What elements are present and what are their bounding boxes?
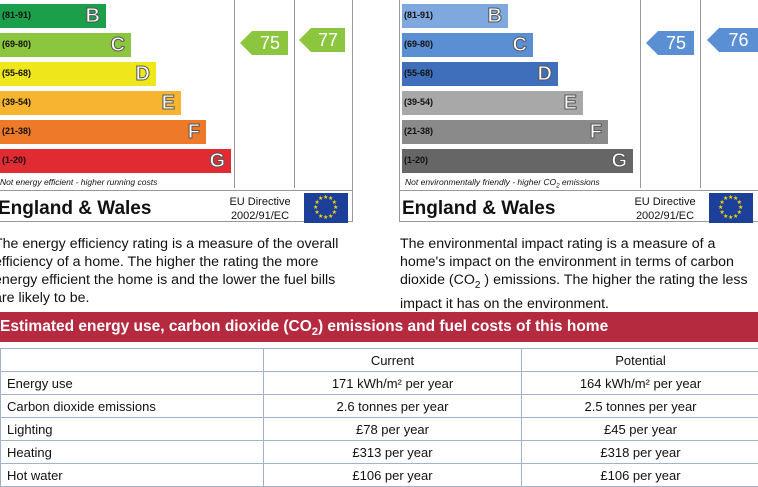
header-potential: Potential (522, 349, 758, 372)
row-potential: 2.5 tonnes per year (522, 395, 758, 418)
eu-flag-icon: ★★★★★★★★★★★★ (709, 193, 753, 223)
row-current: £78 per year (264, 418, 522, 441)
row-label: Lighting (1, 418, 264, 441)
band-letter: B (86, 5, 100, 28)
band-letter: E (162, 92, 175, 115)
band-range: (81-91) (2, 10, 31, 20)
row-current: £106 per year (264, 464, 522, 487)
row-current: 2.6 tonnes per year (264, 395, 522, 418)
row-current: 171 kWh/m² per year (264, 372, 522, 395)
band-letter: C (111, 34, 125, 57)
table-row: Heating£313 per year£318 per year (1, 441, 758, 464)
band-letter: E (564, 92, 577, 115)
band-letter: F (590, 121, 602, 144)
energy-region: England & Wales (0, 198, 151, 220)
energy-description: The energy efficiency rating is a measur… (0, 235, 344, 307)
band-letter: D (136, 63, 150, 86)
energy-divider (0, 190, 352, 191)
environment-description: The environmental impact rating is a mea… (400, 235, 758, 313)
band-range: (1-20) (2, 155, 26, 165)
header-label (1, 349, 264, 372)
row-potential: 164 kWh/m² per year (522, 372, 758, 395)
energy-footnote: Not energy efficient - higher running co… (0, 177, 157, 187)
row-label: Heating (1, 441, 264, 464)
band-range: (39-54) (404, 97, 433, 107)
environment-band-e: (39-54) E (402, 91, 583, 115)
band-range: (21-38) (2, 126, 31, 136)
environment-band-g: (1-20) G (402, 149, 633, 173)
band-range: (69-80) (2, 39, 31, 49)
row-current: £313 per year (264, 441, 522, 464)
row-label: Energy use (1, 372, 264, 395)
directive-line1: EU Directive (224, 195, 296, 209)
row-label: Hot water (1, 464, 264, 487)
environment-band-f: (21-38) F (402, 120, 608, 144)
energy-band-b: (81-91) B (0, 4, 106, 28)
band-range: (1-20) (404, 155, 428, 165)
band-range: (69-80) (404, 39, 433, 49)
band-letter: D (538, 63, 552, 86)
band-range: (81-91) (404, 10, 433, 20)
environment-footnote: Not environmentally friendly - higher CO… (405, 177, 600, 190)
table-row: Hot water£106 per year£106 per year (1, 464, 758, 487)
environment-band-d: (55-68) D (402, 62, 558, 86)
environment-region: England & Wales (402, 198, 555, 220)
table-row: Lighting£78 per year£45 per year (1, 418, 758, 441)
energy-band-f: (21-38) F (0, 120, 206, 144)
header-current: Current (264, 349, 522, 372)
band-range: (39-54) (2, 97, 31, 107)
band-letter: C (513, 34, 527, 57)
energy-band-d: (55-68) D (0, 62, 156, 86)
energy-band-g: (1-20) G (0, 149, 231, 173)
band-range: (55-68) (2, 68, 31, 78)
row-label: Carbon dioxide emissions (1, 395, 264, 418)
band-range: (55-68) (404, 68, 433, 78)
eu-flag-icon: ★★★★★★★★★★★★ (304, 193, 348, 223)
row-potential: £45 per year (522, 418, 758, 441)
energy-band-c: (69-80) C (0, 33, 131, 57)
band-letter: G (611, 150, 627, 173)
row-potential: £106 per year (522, 464, 758, 487)
band-letter: B (488, 5, 502, 28)
environment-directive: EU Directive 2002/91/EC (628, 195, 702, 223)
current-column-divider (640, 0, 641, 188)
directive-line1: EU Directive (628, 195, 702, 209)
energy-band-e: (39-54) E (0, 91, 181, 115)
potential-column-divider (700, 0, 701, 188)
directive-line2: 2002/91/EC (224, 209, 296, 223)
current-column-divider (234, 0, 235, 188)
energy-directive: EU Directive 2002/91/EC (224, 195, 296, 223)
band-range: (21-38) (404, 126, 433, 136)
environment-band-b: (81-91) B (402, 4, 508, 28)
environment-band-c: (69-80) C (402, 33, 533, 57)
band-letter: F (188, 121, 200, 144)
table-header-row: Current Potential (1, 349, 758, 372)
costs-banner: Estimated energy use, carbon dioxide (CO… (0, 312, 758, 342)
directive-line2: 2002/91/EC (628, 209, 702, 223)
environment-divider (400, 190, 758, 191)
band-letter: G (209, 150, 225, 173)
potential-column-divider (294, 0, 295, 188)
row-potential: £318 per year (522, 441, 758, 464)
